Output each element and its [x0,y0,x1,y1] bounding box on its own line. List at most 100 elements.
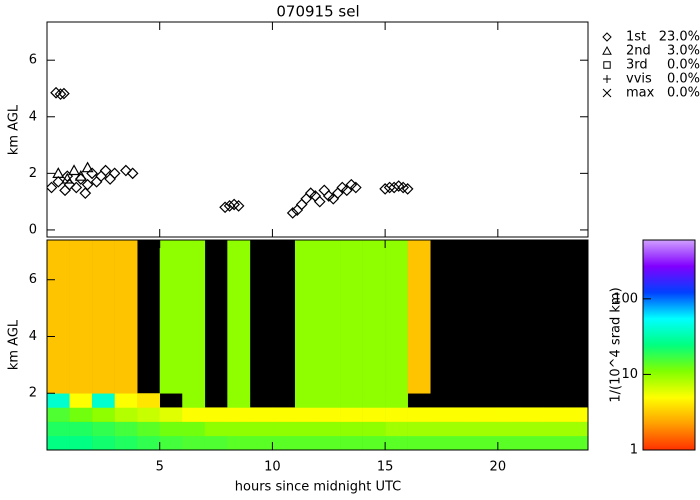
frame [46,239,589,451]
point [388,181,400,194]
x-tick-label: 15 [377,460,394,475]
cell [294,421,318,437]
colorbar-tick-label: 100 [613,291,638,306]
cell [294,393,318,408]
cell [272,407,296,422]
point [313,195,326,208]
point [58,87,70,100]
cell [497,407,521,422]
cell [407,407,431,422]
point [286,207,299,219]
x-tick-label: 5 [156,460,164,475]
cell [159,421,183,437]
legend-label: 2nd [626,44,651,59]
cell [272,435,296,451]
point [383,181,396,194]
legend-marker [602,45,612,55]
legend-label: vvis [626,72,652,87]
cell [204,435,228,451]
point [47,181,58,194]
cell [159,240,183,394]
cell [565,407,589,422]
cell [47,393,70,408]
point [126,167,139,180]
point [349,181,362,194]
cell [69,421,93,437]
cell [340,393,363,408]
cell [542,421,566,437]
cell [272,421,296,437]
cell [137,435,161,451]
cell [317,393,341,408]
point [108,167,121,180]
cell [385,421,408,437]
cell [249,407,273,422]
cell [520,421,544,437]
cell [430,435,454,451]
cell [362,421,386,437]
cell [227,393,251,408]
cell [227,407,251,422]
cell [47,240,70,394]
cell [340,421,363,437]
y-tick-label: 2 [29,386,37,401]
colorbar-tick-label: 10 [621,367,638,382]
legend-marker [602,88,612,98]
point [223,200,236,212]
cell [362,435,386,451]
cell [565,421,589,437]
cell [92,407,115,422]
cell [317,421,341,437]
cell [159,435,183,451]
cell [182,407,206,422]
cell [47,421,70,437]
cell [92,393,115,408]
y-tick-label: 4 [29,329,37,344]
cell [47,407,70,422]
cell [69,435,93,451]
point [81,161,94,173]
cell [385,393,408,408]
cell [92,435,115,451]
cell [159,407,183,422]
cell [362,240,386,394]
y-tick-label: 6 [29,272,37,287]
cell [475,421,499,437]
point [52,167,65,178]
point [70,181,83,194]
x-axis-label: hours since midnight UTC [235,480,401,495]
point [99,164,112,177]
x-tick-label: 20 [490,460,507,475]
cell [294,435,318,451]
cell [204,421,228,437]
cell [294,240,318,394]
legend-marker [603,75,611,83]
cell [249,435,273,451]
cell [114,435,138,451]
cell [407,421,431,437]
cell [114,407,138,422]
y-tick-label: 4 [29,109,37,124]
cell [407,435,431,451]
point [219,201,231,214]
legend-value: 3.0% [667,44,700,59]
point [74,169,87,181]
cell [362,407,386,422]
cell [294,407,318,422]
y-axis-label: km AGL [7,104,22,155]
legend-value: 23.0% [659,30,700,45]
cell [362,393,386,408]
y-tick-label: 2 [29,166,37,181]
point [120,164,132,177]
cell [182,435,206,451]
x-tick-label: 10 [264,460,281,475]
cell [182,393,206,408]
cell [114,240,138,394]
point [232,200,245,212]
colorbar [642,239,696,451]
legend-label: 3rd [626,58,648,73]
plot-area [47,86,414,219]
cell [452,435,476,451]
cell [452,407,476,422]
